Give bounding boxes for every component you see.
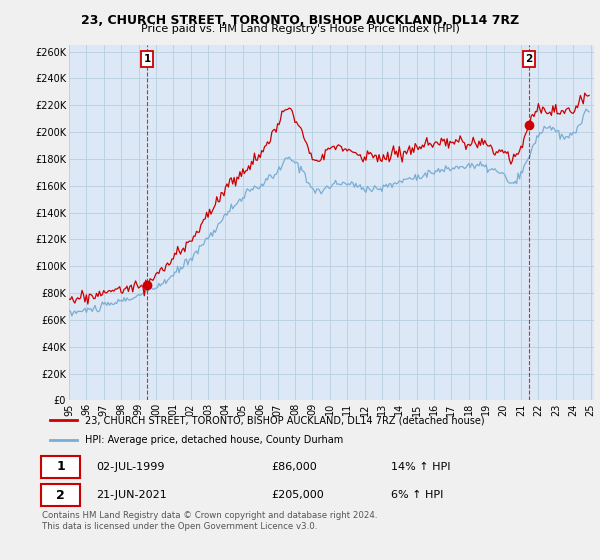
Text: Contains HM Land Registry data © Crown copyright and database right 2024.: Contains HM Land Registry data © Crown c… [42,511,377,520]
Text: 2: 2 [56,488,65,502]
FancyBboxPatch shape [41,484,80,506]
Text: 21-JUN-2021: 21-JUN-2021 [97,490,167,500]
Text: £205,000: £205,000 [271,490,324,500]
Text: 1: 1 [56,460,65,473]
Text: 6% ↑ HPI: 6% ↑ HPI [391,490,444,500]
Text: 02-JUL-1999: 02-JUL-1999 [97,462,165,472]
Text: 14% ↑ HPI: 14% ↑ HPI [391,462,451,472]
Text: 1: 1 [143,54,151,64]
FancyBboxPatch shape [41,456,80,478]
Text: 23, CHURCH STREET, TORONTO, BISHOP AUCKLAND, DL14 7RZ: 23, CHURCH STREET, TORONTO, BISHOP AUCKL… [81,14,519,27]
Text: HPI: Average price, detached house, County Durham: HPI: Average price, detached house, Coun… [85,435,343,445]
Text: £86,000: £86,000 [271,462,317,472]
Text: This data is licensed under the Open Government Licence v3.0.: This data is licensed under the Open Gov… [42,522,317,531]
Text: 23, CHURCH STREET, TORONTO, BISHOP AUCKLAND, DL14 7RZ (detached house): 23, CHURCH STREET, TORONTO, BISHOP AUCKL… [85,415,484,425]
Text: 2: 2 [526,54,533,64]
Text: Price paid vs. HM Land Registry's House Price Index (HPI): Price paid vs. HM Land Registry's House … [140,24,460,34]
